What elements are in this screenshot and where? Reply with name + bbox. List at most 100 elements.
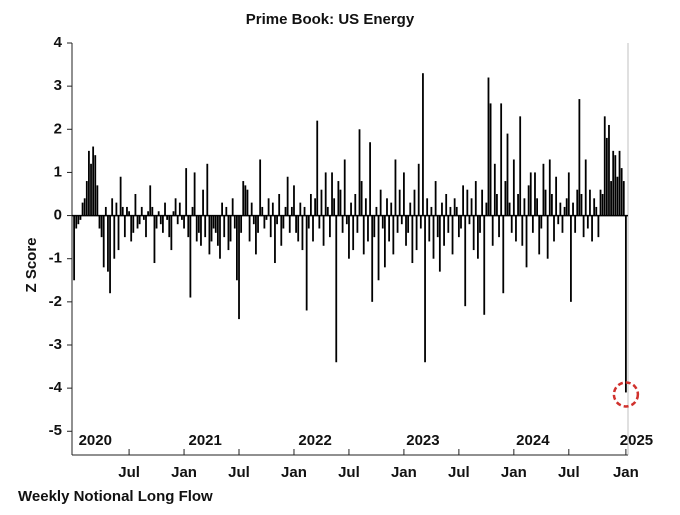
footer-label: Weekly Notional Long Flow	[18, 488, 213, 505]
bar	[197, 215, 200, 233]
bar	[443, 215, 445, 246]
bar	[282, 215, 285, 229]
y-tick-label: 1	[54, 163, 62, 180]
bar	[189, 215, 192, 298]
bar	[130, 215, 133, 242]
bar	[293, 185, 295, 216]
bar	[599, 189, 602, 216]
bar	[350, 202, 352, 216]
bar	[542, 163, 545, 216]
bar	[538, 215, 541, 255]
bar	[225, 206, 228, 216]
bar	[553, 215, 555, 242]
bar	[204, 215, 207, 238]
bar	[487, 77, 490, 216]
bar	[605, 137, 608, 216]
bar	[381, 215, 384, 229]
bar	[534, 172, 536, 216]
bar	[390, 202, 393, 216]
bar	[496, 193, 498, 216]
bar	[333, 198, 336, 216]
bar	[371, 215, 374, 302]
bar	[246, 189, 249, 216]
bar	[580, 193, 583, 216]
bar	[576, 189, 579, 216]
year-label: 2023	[406, 432, 439, 449]
bar	[98, 215, 101, 229]
bar	[337, 181, 340, 216]
bar	[601, 193, 604, 216]
bar	[278, 193, 281, 216]
bar	[235, 215, 238, 281]
bar	[400, 215, 403, 225]
bar	[295, 215, 297, 233]
bar	[612, 150, 615, 216]
bar	[238, 215, 240, 320]
bar	[227, 215, 230, 251]
bar	[468, 215, 471, 225]
bar	[100, 215, 103, 238]
bar	[502, 215, 505, 294]
bar	[343, 159, 346, 216]
bar	[356, 215, 359, 233]
bar	[375, 206, 378, 216]
bar	[134, 193, 137, 216]
bar	[504, 181, 507, 216]
y-axis-label: Z Score	[23, 237, 40, 292]
bar	[265, 215, 268, 220]
year-label: 2021	[188, 432, 221, 449]
bar	[386, 198, 388, 216]
bar	[153, 215, 156, 264]
bar	[367, 215, 369, 242]
bar	[603, 116, 606, 216]
bar	[244, 185, 247, 216]
bar	[466, 189, 469, 216]
bar	[405, 215, 407, 246]
bar	[591, 215, 593, 242]
bar	[210, 215, 213, 242]
bar	[451, 215, 454, 255]
bar	[567, 172, 570, 216]
bar	[506, 133, 509, 216]
bar	[460, 215, 462, 229]
bar	[200, 215, 202, 246]
bar	[324, 172, 327, 216]
bar	[138, 215, 141, 225]
bar	[195, 215, 198, 242]
bar	[457, 215, 460, 238]
bar	[557, 215, 560, 225]
bar	[364, 198, 367, 216]
bar	[453, 198, 456, 216]
bar	[470, 198, 473, 216]
bar	[221, 202, 223, 216]
bar	[424, 215, 426, 363]
bar	[508, 202, 511, 216]
bar	[428, 215, 431, 242]
bar	[379, 189, 382, 216]
highlight-circle	[612, 381, 640, 408]
bar	[563, 206, 566, 216]
bar	[307, 215, 310, 229]
bar	[157, 211, 160, 216]
bar	[597, 215, 600, 238]
bar	[331, 172, 333, 216]
bar	[305, 215, 308, 311]
bar	[548, 159, 551, 216]
x-tick-label: Jul	[228, 464, 250, 481]
bar	[159, 215, 162, 225]
bar	[172, 211, 175, 216]
bar	[540, 215, 543, 229]
bar	[559, 202, 562, 216]
bar	[242, 181, 245, 216]
bar	[176, 215, 179, 225]
bar	[362, 215, 365, 255]
y-tick-label: -3	[49, 336, 62, 353]
y-tick-label: -1	[49, 250, 62, 267]
bar	[128, 211, 130, 216]
bar	[214, 215, 217, 233]
bar	[178, 202, 181, 216]
bar	[231, 198, 234, 216]
y-tick-label: -4	[49, 379, 63, 396]
bar	[121, 206, 124, 216]
bar	[168, 215, 171, 238]
